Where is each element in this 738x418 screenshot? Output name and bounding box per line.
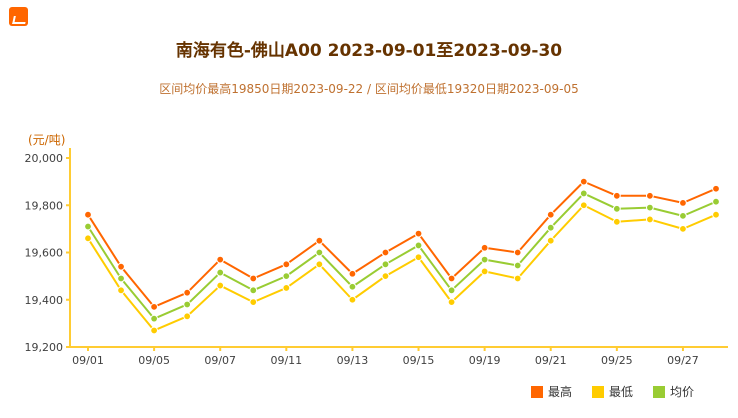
x-tick-label: 09/27	[667, 354, 699, 367]
legend-swatch-average	[652, 385, 665, 398]
x-tick-label: 09/11	[270, 354, 302, 367]
x-axis-ticks: 09/01 09/05 09/07 09/11 09/13 09/15 09/19 09/21…	[72, 347, 699, 367]
series-markers-highest	[84, 177, 720, 311]
legend-item-average: 均价	[652, 383, 694, 400]
x-tick-label: 09/25	[601, 354, 633, 367]
y-tick-label: 19,200	[25, 341, 64, 354]
chart-title: 南海有色-佛山A00 2023-09-01至2023-09-30	[175, 41, 563, 61]
x-tick-label: 09/21	[535, 354, 567, 367]
x-tick-label: 09/05	[138, 354, 170, 367]
series-line-highest	[87, 180, 717, 308]
axes	[69, 148, 728, 348]
legend-item-highest: 最高	[530, 383, 572, 400]
y-tick-label: 20,000	[25, 152, 64, 165]
x-tick-label: 09/01	[72, 354, 104, 367]
x-tick-label: 09/19	[469, 354, 501, 367]
site-logo-icon	[9, 7, 28, 26]
legend-label-average: 均价	[669, 385, 694, 399]
x-tick-label: 09/15	[403, 354, 435, 367]
y-tick-label: 19,800	[25, 199, 64, 212]
legend-item-lowest: 最低	[591, 383, 633, 400]
y-tick-label: 19,600	[25, 247, 64, 260]
y-axis-ticks: 19,200 19,400 19,600 19,800 20,000	[25, 152, 70, 354]
series-markers-lowest	[84, 201, 720, 335]
series-line-average	[87, 192, 717, 320]
x-tick-label: 09/07	[204, 354, 236, 367]
chart-subtitle: 区间均价最高19850日期2023-09-22 / 区间均价最低19320日期2…	[159, 82, 579, 96]
y-tick-label: 19,400	[25, 294, 64, 307]
legend-label-highest: 最高	[547, 385, 572, 399]
series-markers-average	[84, 189, 720, 323]
y-axis-unit-label: (元/吨)	[28, 133, 66, 147]
legend-swatch-highest	[530, 385, 543, 398]
legend: 最高 最低 均价	[530, 383, 694, 400]
legend-swatch-lowest	[591, 385, 604, 398]
x-tick-label: 09/13	[337, 354, 369, 367]
series-line-lowest	[87, 204, 717, 332]
legend-label-lowest: 最低	[608, 385, 633, 399]
